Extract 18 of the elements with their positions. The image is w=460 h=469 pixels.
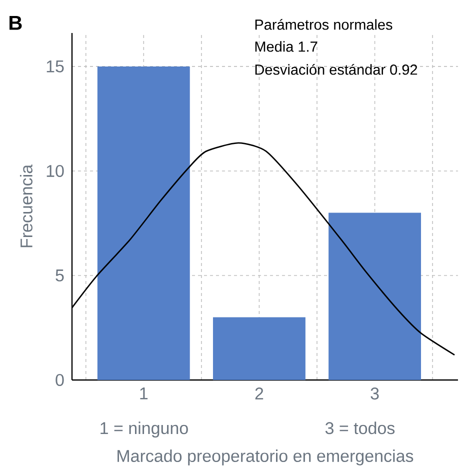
text: 3 = todos	[325, 422, 395, 434]
bar	[212, 317, 306, 380]
text: 1 = ninguno	[100, 422, 188, 438]
annotation: Desviación estándar 0.92	[255, 64, 418, 75]
x-tick-label: 1	[140, 388, 148, 400]
bar	[328, 212, 422, 380]
x-axis-title: Marcado preoperatorio en emergencias	[118, 450, 414, 466]
text: B	[10, 16, 22, 30]
x-tick-label: 2	[255, 388, 264, 400]
y-tick-label: 0	[56, 374, 64, 386]
y-tick-label: 10	[46, 164, 64, 177]
x-tick-label: 3	[370, 388, 379, 400]
y-tick-label: 5	[56, 270, 64, 282]
y-tick-label: 15	[46, 60, 64, 72]
y-axis-title: Frecuencia	[20, 164, 32, 248]
annotation: Media 1.7	[255, 41, 318, 52]
bar	[97, 66, 190, 380]
text: Parámetros normales	[255, 18, 392, 30]
